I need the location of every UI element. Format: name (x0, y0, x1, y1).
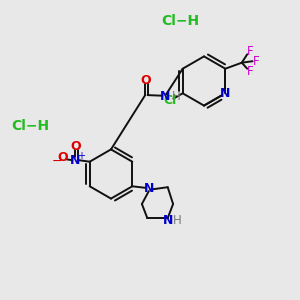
Text: O: O (70, 140, 81, 153)
Text: N: N (70, 154, 80, 167)
Text: O: O (140, 74, 151, 87)
Text: N: N (220, 87, 230, 100)
Text: N: N (163, 214, 173, 227)
Text: F: F (253, 55, 260, 68)
Text: F: F (247, 65, 253, 78)
Text: N: N (144, 182, 154, 195)
Text: +: + (77, 151, 85, 161)
Text: F: F (247, 45, 253, 58)
Text: N: N (160, 90, 170, 103)
Text: H: H (172, 90, 181, 103)
Text: Cl−H: Cl−H (161, 14, 199, 28)
Text: Cl−H: Cl−H (11, 119, 49, 133)
Text: −: − (51, 155, 62, 168)
Text: Cl: Cl (164, 94, 177, 107)
Text: O: O (57, 151, 68, 164)
Text: H: H (173, 214, 182, 227)
